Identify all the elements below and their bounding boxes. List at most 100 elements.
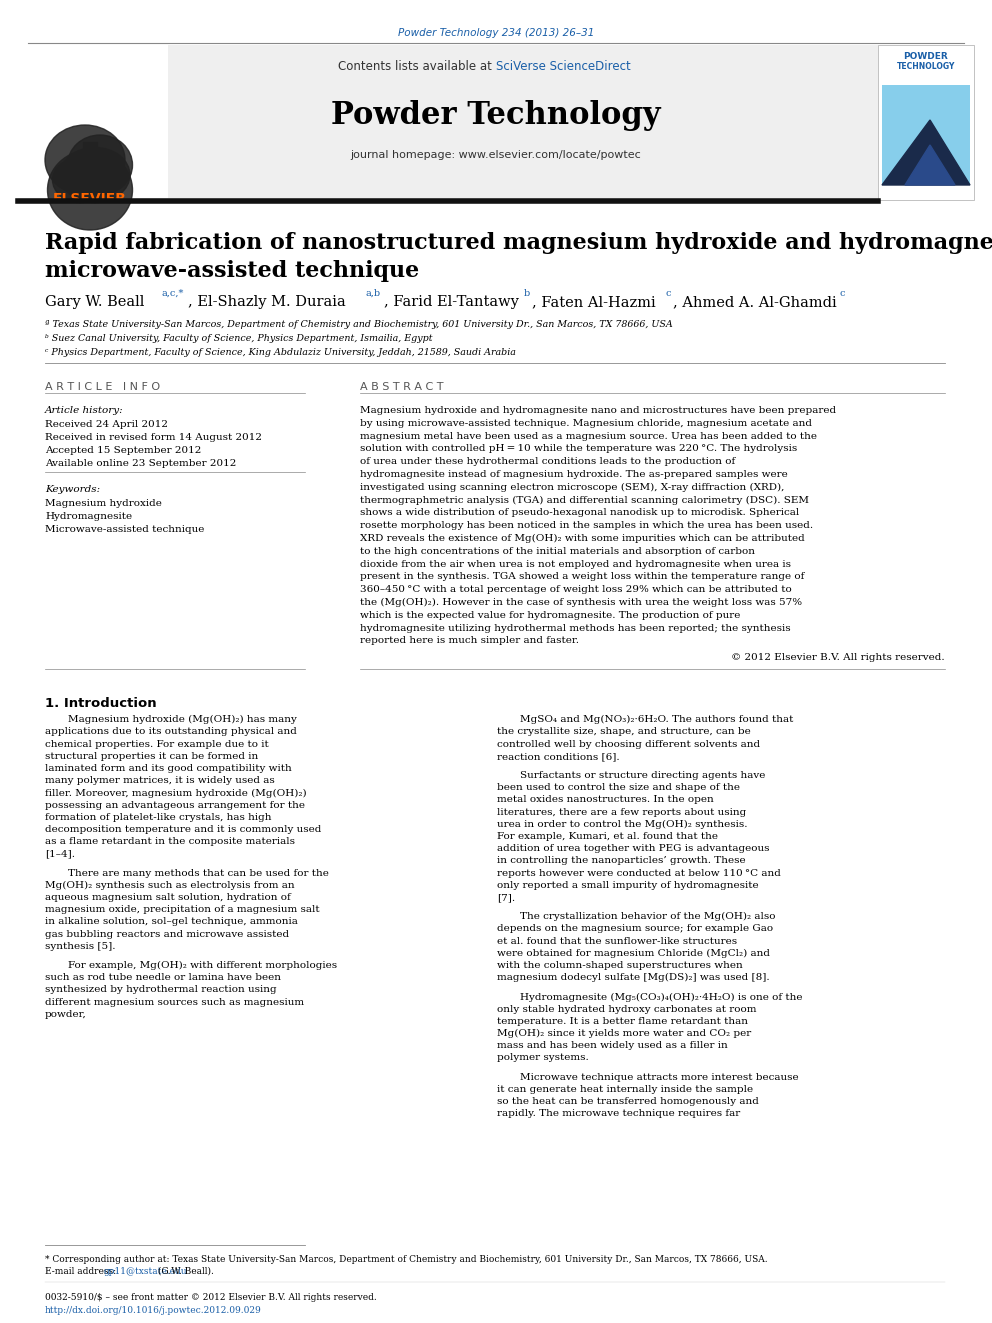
Text: Magnesium hydroxide and hydromagnesite nano and microstructures have been prepar: Magnesium hydroxide and hydromagnesite n… bbox=[360, 406, 836, 415]
Text: Hydromagnesite: Hydromagnesite bbox=[45, 512, 132, 521]
Text: [1–4].: [1–4]. bbox=[45, 849, 75, 859]
Text: such as rod tube needle or lamina have been: such as rod tube needle or lamina have b… bbox=[45, 974, 281, 982]
Text: , El-Shazly M. Duraia: , El-Shazly M. Duraia bbox=[188, 295, 350, 310]
Text: structural properties it can be formed in: structural properties it can be formed i… bbox=[45, 751, 258, 761]
Text: microwave-assisted technique: microwave-assisted technique bbox=[45, 261, 420, 282]
Text: Keywords:: Keywords: bbox=[45, 486, 100, 493]
Text: present in the synthesis. TGA showed a weight loss within the temperature range : present in the synthesis. TGA showed a w… bbox=[360, 573, 805, 581]
Text: Gary W. Beall: Gary W. Beall bbox=[45, 295, 149, 310]
Bar bbox=[83, 142, 97, 172]
Text: Received in revised form 14 August 2012: Received in revised form 14 August 2012 bbox=[45, 433, 262, 442]
Text: (G.W. Beall).: (G.W. Beall). bbox=[155, 1267, 214, 1275]
Text: formation of platelet-like crystals, has high: formation of platelet-like crystals, has… bbox=[45, 812, 272, 822]
Ellipse shape bbox=[60, 147, 130, 202]
Text: urea in order to control the Mg(OH)₂ synthesis.: urea in order to control the Mg(OH)₂ syn… bbox=[497, 820, 748, 830]
Text: c: c bbox=[840, 288, 845, 298]
Text: Microwave technique attracts more interest because: Microwave technique attracts more intere… bbox=[520, 1073, 799, 1082]
Text: Surfactants or structure directing agents have: Surfactants or structure directing agent… bbox=[520, 771, 766, 781]
Text: reported here is much simpler and faster.: reported here is much simpler and faster… bbox=[360, 636, 579, 646]
Text: Microwave-assisted technique: Microwave-assisted technique bbox=[45, 525, 204, 534]
Text: literatures, there are a few reports about using: literatures, there are a few reports abo… bbox=[497, 807, 746, 816]
Text: in alkaline solution, sol–gel technique, ammonia: in alkaline solution, sol–gel technique,… bbox=[45, 917, 298, 926]
Text: Mg(OH)₂ synthesis such as electrolysis from an: Mg(OH)₂ synthesis such as electrolysis f… bbox=[45, 881, 295, 890]
Text: A B S T R A C T: A B S T R A C T bbox=[360, 382, 443, 392]
Text: synthesis [5].: synthesis [5]. bbox=[45, 942, 115, 951]
Text: solution with controlled pH = 10 while the temperature was 220 °C. The hydrolysi: solution with controlled pH = 10 while t… bbox=[360, 445, 798, 454]
Text: ᵇ Suez Canal University, Faculty of Science, Physics Department, Ismailia, Egypt: ᵇ Suez Canal University, Faculty of Scie… bbox=[45, 333, 433, 343]
Text: , Faten Al-Hazmi: , Faten Al-Hazmi bbox=[532, 295, 661, 310]
Text: decomposition temperature and it is commonly used: decomposition temperature and it is comm… bbox=[45, 826, 321, 833]
Text: , Ahmed A. Al-Ghamdi: , Ahmed A. Al-Ghamdi bbox=[673, 295, 841, 310]
Text: Magnesium hydroxide: Magnesium hydroxide bbox=[45, 499, 162, 508]
Text: the (Mg(OH)₂). However in the case of synthesis with urea the weight loss was 57: the (Mg(OH)₂). However in the case of sy… bbox=[360, 598, 803, 607]
Text: possessing an advantageous arrangement for the: possessing an advantageous arrangement f… bbox=[45, 800, 305, 810]
Text: so the heat can be transferred homogenously and: so the heat can be transferred homogenou… bbox=[497, 1097, 759, 1106]
Text: rosette morphology has been noticed in the samples in which the urea has been us: rosette morphology has been noticed in t… bbox=[360, 521, 813, 531]
Text: magnesium oxide, precipitation of a magnesium salt: magnesium oxide, precipitation of a magn… bbox=[45, 905, 319, 914]
Text: http://dx.doi.org/10.1016/j.powtec.2012.09.029: http://dx.doi.org/10.1016/j.powtec.2012.… bbox=[45, 1306, 262, 1315]
Text: powder,: powder, bbox=[45, 1009, 86, 1019]
Text: ELSEVIER: ELSEVIER bbox=[53, 192, 127, 206]
Text: addition of urea together with PEG is advantageous: addition of urea together with PEG is ad… bbox=[497, 844, 770, 853]
Polygon shape bbox=[905, 146, 955, 185]
Text: Accepted 15 September 2012: Accepted 15 September 2012 bbox=[45, 446, 201, 455]
Text: E-mail address:: E-mail address: bbox=[45, 1267, 119, 1275]
Text: Contents lists available at: Contents lists available at bbox=[338, 60, 496, 73]
Text: 0032-5910/$ – see front matter © 2012 Elsevier B.V. All rights reserved.: 0032-5910/$ – see front matter © 2012 El… bbox=[45, 1293, 377, 1302]
Text: reports however were conducted at below 110 °C and: reports however were conducted at below … bbox=[497, 869, 781, 877]
Text: Magnesium hydroxide (Mg(OH)₂) has many: Magnesium hydroxide (Mg(OH)₂) has many bbox=[68, 716, 297, 724]
Text: synthesized by hydrothermal reaction using: synthesized by hydrothermal reaction usi… bbox=[45, 986, 277, 995]
Text: The crystallization behavior of the Mg(OH)₂ also: The crystallization behavior of the Mg(O… bbox=[520, 912, 776, 921]
Text: applications due to its outstanding physical and: applications due to its outstanding phys… bbox=[45, 728, 297, 737]
Text: different magnesium sources such as magnesium: different magnesium sources such as magn… bbox=[45, 998, 305, 1007]
Text: Mg(OH)₂ since it yields more water and CO₂ per: Mg(OH)₂ since it yields more water and C… bbox=[497, 1029, 751, 1039]
Text: in controlling the nanoparticles’ growth. These: in controlling the nanoparticles’ growth… bbox=[497, 856, 746, 865]
Text: a,b: a,b bbox=[365, 288, 380, 298]
FancyBboxPatch shape bbox=[18, 45, 168, 198]
Text: Hydromagnesite (Mg₅(CO₃)₄(OH)₂·4H₂O) is one of the: Hydromagnesite (Mg₅(CO₃)₄(OH)₂·4H₂O) is … bbox=[520, 992, 803, 1002]
Text: journal homepage: www.elsevier.com/locate/powtec: journal homepage: www.elsevier.com/locat… bbox=[350, 149, 642, 160]
Ellipse shape bbox=[53, 157, 107, 202]
Text: the crystallite size, shape, and structure, can be: the crystallite size, shape, and structu… bbox=[497, 728, 751, 737]
Text: to the high concentrations of the initial materials and absorption of carbon: to the high concentrations of the initia… bbox=[360, 546, 755, 556]
Text: were obtained for magnesium Chloride (MgCl₂) and: were obtained for magnesium Chloride (Mg… bbox=[497, 949, 770, 958]
Text: Powder Technology 234 (2013) 26–31: Powder Technology 234 (2013) 26–31 bbox=[398, 28, 594, 38]
Text: 1. Introduction: 1. Introduction bbox=[45, 697, 157, 710]
Text: gp11@txstate.edu: gp11@txstate.edu bbox=[103, 1267, 186, 1275]
Text: gas bubbling reactors and microwave assisted: gas bubbling reactors and microwave assi… bbox=[45, 930, 289, 938]
Text: only reported a small impurity of hydromagnesite: only reported a small impurity of hydrom… bbox=[497, 881, 759, 890]
FancyBboxPatch shape bbox=[882, 85, 970, 185]
Text: Received 24 April 2012: Received 24 April 2012 bbox=[45, 419, 168, 429]
Text: which is the expected value for hydromagnesite. The production of pure: which is the expected value for hydromag… bbox=[360, 611, 740, 619]
Text: chemical properties. For example due to it: chemical properties. For example due to … bbox=[45, 740, 269, 749]
Text: with the column-shaped superstructures when: with the column-shaped superstructures w… bbox=[497, 960, 743, 970]
Text: as a flame retardant in the composite materials: as a flame retardant in the composite ma… bbox=[45, 837, 295, 847]
Text: rapidly. The microwave technique requires far: rapidly. The microwave technique require… bbox=[497, 1109, 740, 1118]
Text: it can generate heat internally inside the sample: it can generate heat internally inside t… bbox=[497, 1085, 753, 1094]
Text: hydromagnesite instead of magnesium hydroxide. The as-prepared samples were: hydromagnesite instead of magnesium hydr… bbox=[360, 470, 788, 479]
Text: c: c bbox=[665, 288, 671, 298]
Ellipse shape bbox=[67, 135, 133, 194]
Text: Rapid fabrication of nanostructured magnesium hydroxide and hydromagnesite via: Rapid fabrication of nanostructured magn… bbox=[45, 232, 992, 254]
Text: thermographmetric analysis (TGA) and differential scanning calorimetry (DSC). SE: thermographmetric analysis (TGA) and dif… bbox=[360, 496, 809, 505]
Text: laminated form and its good compatibility with: laminated form and its good compatibilit… bbox=[45, 763, 292, 773]
Text: , Farid El-Tantawy: , Farid El-Tantawy bbox=[384, 295, 524, 310]
Text: For example, Kumari, et al. found that the: For example, Kumari, et al. found that t… bbox=[497, 832, 718, 841]
Text: filler. Moreover, magnesium hydroxide (Mg(OH)₂): filler. Moreover, magnesium hydroxide (M… bbox=[45, 789, 307, 798]
Text: b: b bbox=[524, 288, 531, 298]
Text: magnesium dodecyl sulfate [Mg(DS)₂] was used [8].: magnesium dodecyl sulfate [Mg(DS)₂] was … bbox=[497, 974, 770, 982]
Text: of urea under these hydrothermal conditions leads to the production of: of urea under these hydrothermal conditi… bbox=[360, 458, 735, 466]
Text: reaction conditions [6].: reaction conditions [6]. bbox=[497, 751, 620, 761]
Text: TECHNOLOGY: TECHNOLOGY bbox=[897, 62, 955, 71]
Text: ᶜ Physics Department, Faculty of Science, King Abdulaziz University, Jeddah, 215: ᶜ Physics Department, Faculty of Science… bbox=[45, 348, 516, 357]
Text: For example, Mg(OH)₂ with different morphologies: For example, Mg(OH)₂ with different morp… bbox=[68, 960, 337, 970]
FancyBboxPatch shape bbox=[878, 45, 974, 200]
Text: POWDER: POWDER bbox=[904, 52, 948, 61]
Text: SciVerse ScienceDirect: SciVerse ScienceDirect bbox=[496, 60, 631, 73]
Text: polymer systems.: polymer systems. bbox=[497, 1053, 588, 1062]
Text: metal oxides nanostructures. In the open: metal oxides nanostructures. In the open bbox=[497, 795, 714, 804]
Text: et al. found that the sunflower-like structures: et al. found that the sunflower-like str… bbox=[497, 937, 737, 946]
Text: investigated using scanning electron microscope (SEM), X-ray diffraction (XRD),: investigated using scanning electron mic… bbox=[360, 483, 785, 492]
Ellipse shape bbox=[48, 149, 133, 230]
Text: mass and has been widely used as a filler in: mass and has been widely used as a fille… bbox=[497, 1041, 728, 1050]
